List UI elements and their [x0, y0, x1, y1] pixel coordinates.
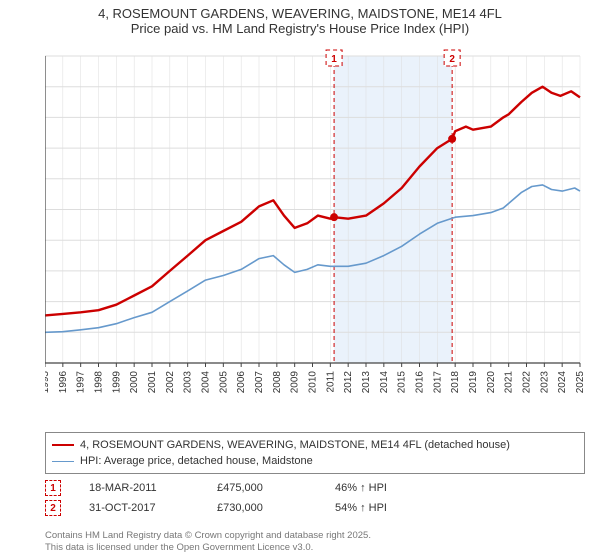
svg-text:2005: 2005 [218, 371, 229, 394]
svg-text:2022: 2022 [522, 371, 533, 394]
svg-text:1999: 1999 [111, 371, 122, 394]
transaction-date: 31-OCT-2017 [89, 502, 189, 514]
transaction-price: £730,000 [217, 502, 307, 514]
transaction-date: 18-MAR-2011 [89, 482, 189, 494]
svg-text:2001: 2001 [147, 371, 158, 394]
price-chart: £0£100K£200K£300K£400K£500K£600K£700K£80… [45, 48, 585, 398]
svg-text:1995: 1995 [45, 371, 51, 394]
svg-text:2013: 2013 [361, 371, 372, 394]
transaction-row: 1 18-MAR-2011 £475,000 46% ↑ HPI [45, 478, 585, 498]
legend-label-price-paid: 4, ROSEMOUNT GARDENS, WEAVERING, MAIDSTO… [80, 439, 510, 451]
marker-2-icon: 2 [45, 500, 61, 516]
svg-text:2012: 2012 [343, 371, 354, 394]
svg-text:2002: 2002 [165, 371, 176, 394]
footer-line2: This data is licensed under the Open Gov… [45, 542, 371, 554]
title-line1: 4, ROSEMOUNT GARDENS, WEAVERING, MAIDSTO… [10, 6, 590, 21]
svg-text:1997: 1997 [76, 371, 87, 394]
svg-text:2016: 2016 [415, 371, 426, 394]
footer-attribution: Contains HM Land Registry data © Crown c… [45, 530, 371, 554]
svg-text:2010: 2010 [308, 371, 319, 394]
svg-text:2007: 2007 [254, 371, 265, 394]
svg-text:2000: 2000 [129, 371, 140, 394]
svg-text:2004: 2004 [201, 371, 212, 394]
legend-row-hpi: HPI: Average price, detached house, Maid… [52, 453, 578, 469]
footer-line1: Contains HM Land Registry data © Crown c… [45, 530, 371, 542]
svg-text:2003: 2003 [183, 371, 194, 394]
transaction-price: £475,000 [217, 482, 307, 494]
transaction-hpi: 46% ↑ HPI [335, 482, 435, 494]
chart-title: 4, ROSEMOUNT GARDENS, WEAVERING, MAIDSTO… [0, 0, 600, 38]
svg-text:1998: 1998 [94, 371, 105, 394]
svg-text:2006: 2006 [236, 371, 247, 394]
svg-text:2024: 2024 [557, 371, 568, 394]
legend-swatch-blue [52, 461, 74, 462]
svg-text:2: 2 [449, 54, 455, 65]
svg-text:2015: 2015 [397, 371, 408, 394]
svg-text:2014: 2014 [379, 371, 390, 394]
svg-text:2009: 2009 [290, 371, 301, 394]
marker-1-icon: 1 [45, 480, 61, 496]
svg-text:2020: 2020 [486, 371, 497, 394]
svg-text:2017: 2017 [432, 371, 443, 394]
svg-text:2021: 2021 [504, 371, 515, 394]
svg-text:2018: 2018 [450, 371, 461, 394]
svg-text:1: 1 [331, 54, 337, 65]
legend-swatch-red [52, 444, 74, 446]
transaction-row: 2 31-OCT-2017 £730,000 54% ↑ HPI [45, 498, 585, 518]
transaction-hpi: 54% ↑ HPI [335, 502, 435, 514]
svg-text:2008: 2008 [272, 371, 283, 394]
svg-text:2023: 2023 [539, 371, 550, 394]
transaction-list: 1 18-MAR-2011 £475,000 46% ↑ HPI 2 31-OC… [45, 478, 585, 518]
svg-text:2011: 2011 [325, 371, 336, 393]
svg-text:2019: 2019 [468, 371, 479, 394]
legend: 4, ROSEMOUNT GARDENS, WEAVERING, MAIDSTO… [45, 432, 585, 474]
legend-label-hpi: HPI: Average price, detached house, Maid… [80, 455, 313, 467]
svg-text:2025: 2025 [575, 371, 585, 394]
svg-text:1996: 1996 [58, 371, 69, 394]
title-line2: Price paid vs. HM Land Registry's House … [10, 21, 590, 36]
legend-row-price-paid: 4, ROSEMOUNT GARDENS, WEAVERING, MAIDSTO… [52, 437, 578, 453]
